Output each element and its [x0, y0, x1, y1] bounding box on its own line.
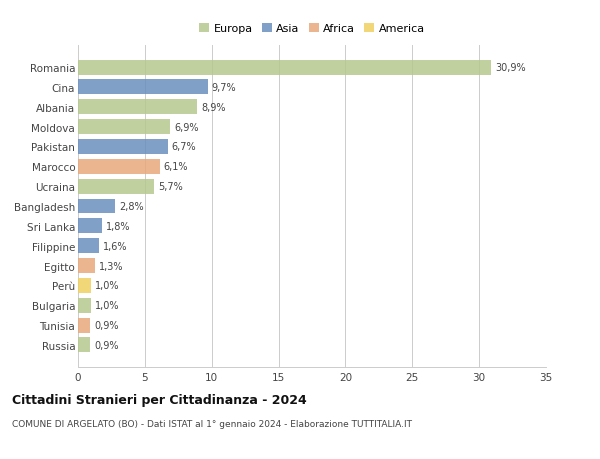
Text: 1,0%: 1,0%	[95, 281, 120, 291]
Bar	[78, 318, 90, 333]
Text: 1,3%: 1,3%	[100, 261, 124, 271]
Text: 0,9%: 0,9%	[94, 340, 119, 350]
Bar	[78, 199, 115, 214]
Text: 5,7%: 5,7%	[158, 182, 183, 192]
Text: 1,0%: 1,0%	[95, 301, 120, 311]
Bar	[78, 298, 91, 313]
Bar	[78, 160, 160, 174]
Text: Cittadini Stranieri per Cittadinanza - 2024: Cittadini Stranieri per Cittadinanza - 2…	[12, 393, 307, 406]
Bar	[78, 120, 170, 135]
Text: 8,9%: 8,9%	[201, 102, 226, 112]
Bar	[78, 278, 91, 293]
Text: 1,8%: 1,8%	[106, 221, 131, 231]
Bar	[78, 179, 154, 194]
Bar	[78, 219, 102, 234]
Bar	[78, 61, 491, 75]
Text: 6,1%: 6,1%	[164, 162, 188, 172]
Text: COMUNE DI ARGELATO (BO) - Dati ISTAT al 1° gennaio 2024 - Elaborazione TUTTITALI: COMUNE DI ARGELATO (BO) - Dati ISTAT al …	[12, 419, 412, 428]
Text: 2,8%: 2,8%	[119, 202, 144, 212]
Bar	[78, 258, 95, 274]
Bar	[78, 140, 167, 155]
Text: 1,6%: 1,6%	[103, 241, 128, 251]
Legend: Europa, Asia, Africa, America: Europa, Asia, Africa, America	[195, 19, 429, 39]
Bar	[78, 80, 208, 95]
Text: 9,7%: 9,7%	[212, 83, 236, 93]
Text: 6,9%: 6,9%	[174, 123, 199, 132]
Bar	[78, 239, 100, 253]
Text: 30,9%: 30,9%	[495, 63, 526, 73]
Text: 0,9%: 0,9%	[94, 320, 119, 330]
Bar	[78, 338, 90, 353]
Bar	[78, 100, 197, 115]
Text: 6,7%: 6,7%	[172, 142, 196, 152]
